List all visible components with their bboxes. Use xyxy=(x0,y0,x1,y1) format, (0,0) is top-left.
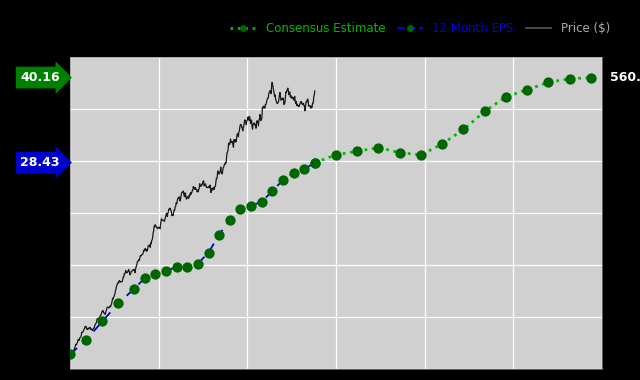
Point xyxy=(140,275,150,281)
Point xyxy=(395,150,405,156)
Point xyxy=(310,160,320,166)
Point xyxy=(150,271,161,277)
Point xyxy=(458,127,468,133)
Point xyxy=(246,203,256,209)
Point xyxy=(236,206,246,212)
Point xyxy=(352,148,362,154)
Point xyxy=(113,300,124,306)
Point xyxy=(564,76,575,82)
Point xyxy=(182,264,193,270)
Point xyxy=(65,351,76,357)
Point xyxy=(278,177,288,183)
Point xyxy=(225,217,235,223)
Point xyxy=(129,286,140,292)
Point xyxy=(586,74,596,81)
Point xyxy=(214,231,224,238)
Point xyxy=(193,260,203,266)
Point xyxy=(373,144,383,150)
Point xyxy=(97,318,108,325)
Point xyxy=(522,87,532,93)
Point xyxy=(437,141,447,147)
Point xyxy=(501,94,511,100)
Point xyxy=(257,199,267,205)
Point xyxy=(81,337,92,343)
Point xyxy=(310,160,320,166)
Point xyxy=(172,264,182,270)
Point xyxy=(267,188,277,194)
Text: 28.43: 28.43 xyxy=(20,156,60,169)
Text: 40.16: 40.16 xyxy=(20,71,60,84)
Legend: Consensus Estimate, 12 Month EPS, Price ($): Consensus Estimate, 12 Month EPS, Price … xyxy=(225,17,615,40)
Point xyxy=(331,152,341,158)
Point xyxy=(543,79,554,86)
Point xyxy=(204,250,214,256)
Point xyxy=(479,108,490,114)
Point xyxy=(299,166,309,173)
Text: 560.96: 560.96 xyxy=(609,71,640,84)
Point xyxy=(161,268,171,274)
Point xyxy=(416,152,426,158)
Point xyxy=(289,170,299,176)
